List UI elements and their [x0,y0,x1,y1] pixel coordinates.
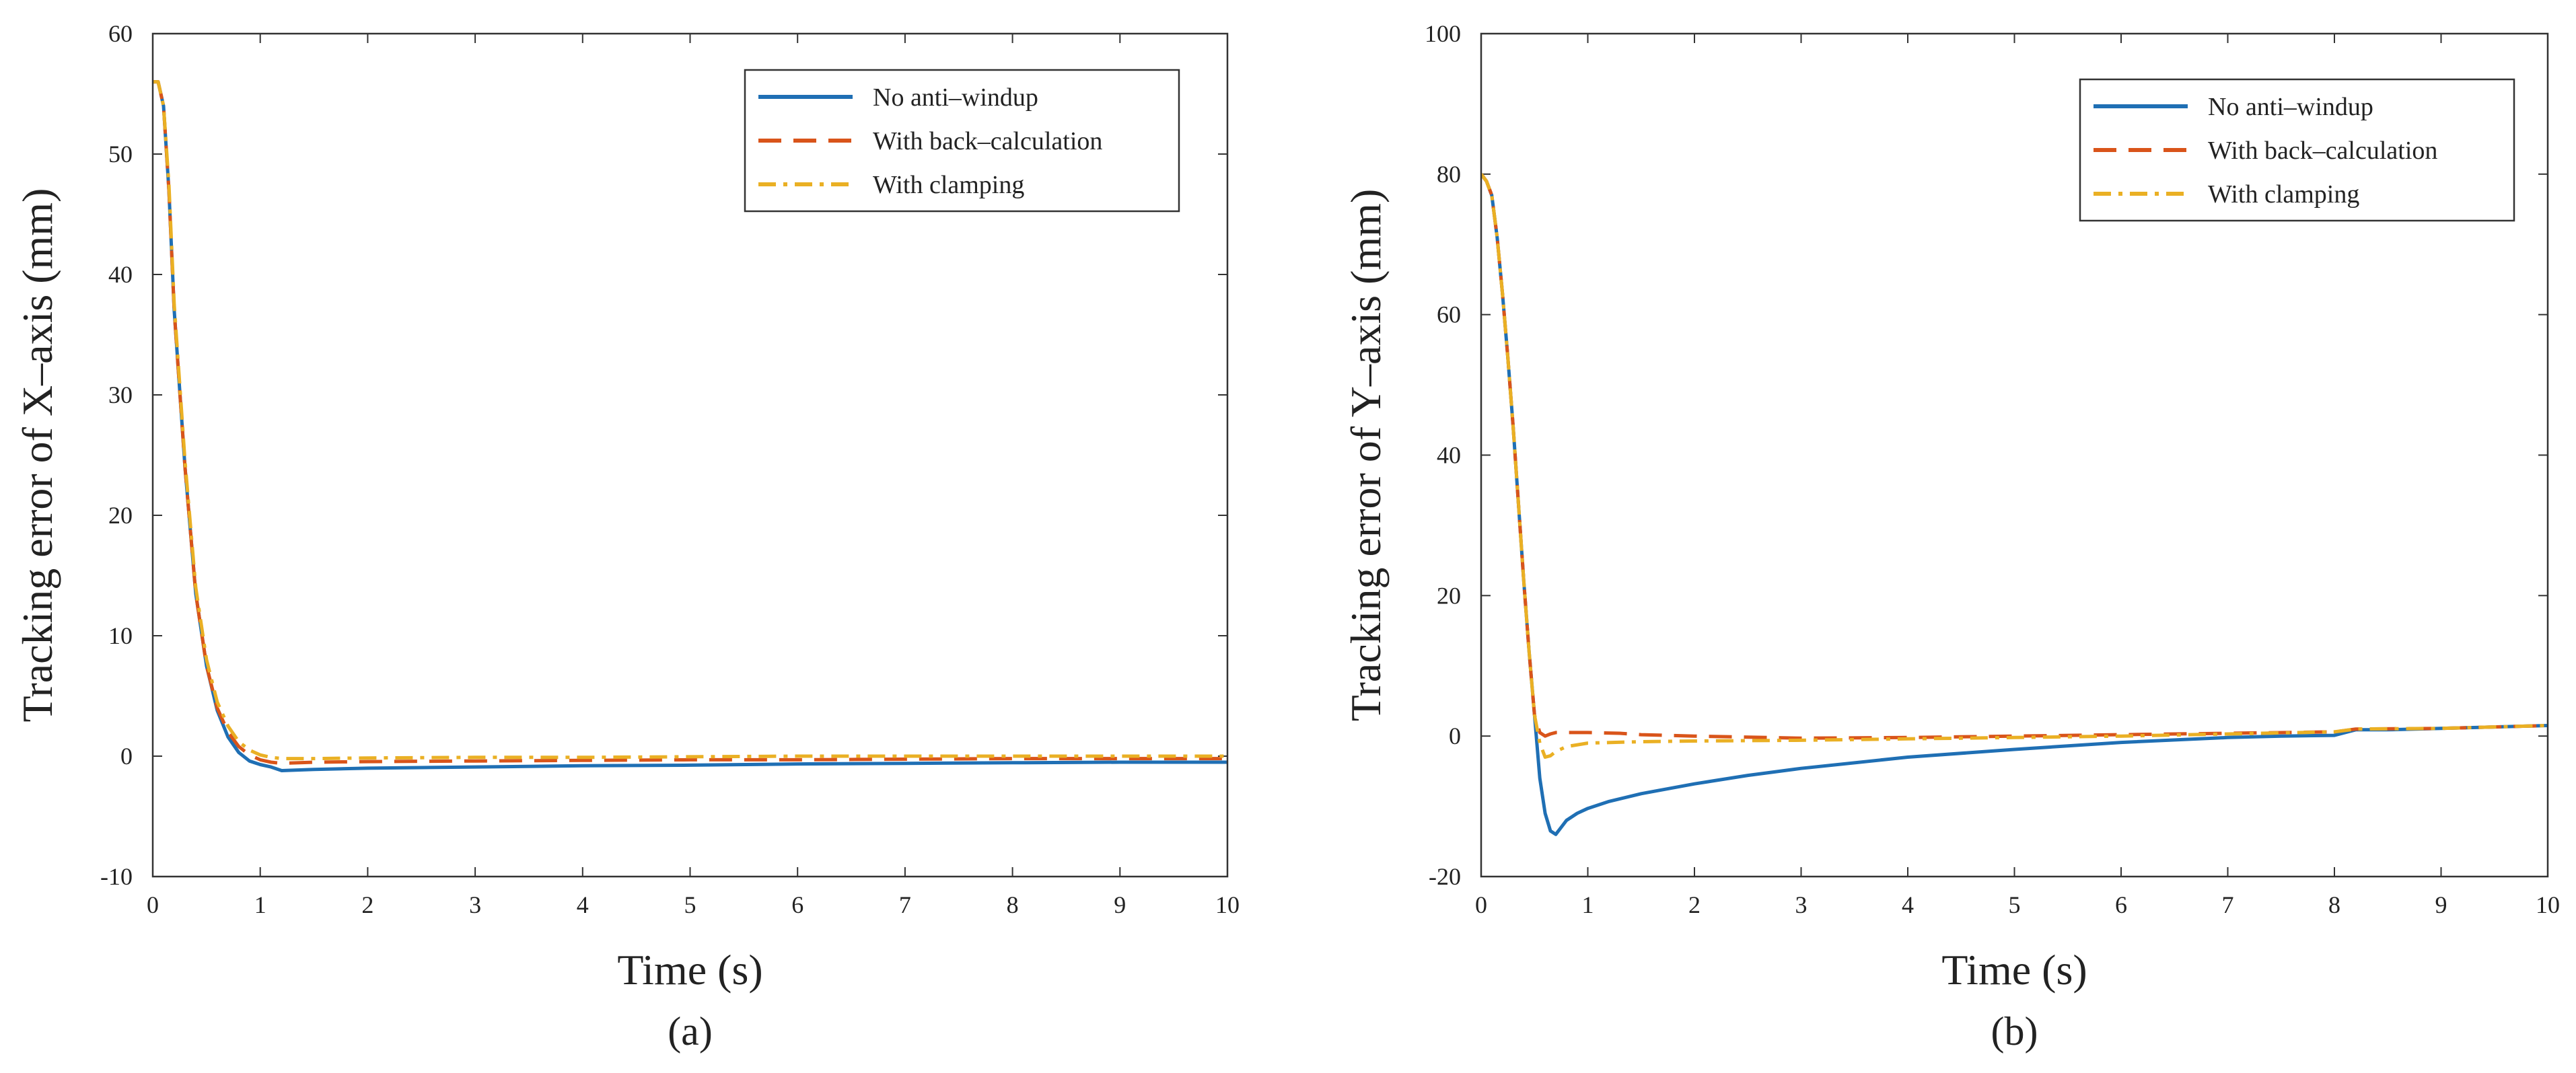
series-line-3 [1481,173,2548,759]
y-tick-label: 80 [1437,161,1461,188]
x-tick-label: 0 [147,891,159,918]
x-tick-label: 5 [2009,891,2021,918]
legend-entry-2: With back–calculation [2208,137,2437,165]
chart-panel-b: 0 1 2 3 4 5 6 7 8 9 10 -20 0 20 40 60 80 100 Time (s) Track… [1342,20,2560,1053]
x-tick-label: 3 [1795,891,1808,918]
legend: No anti–windup With back–calculation With … [2079,78,2515,222]
x-axis-label: Time (s) [617,946,762,994]
x-tick-label: 1 [254,891,266,918]
axes-box [151,32,1229,878]
x-tick-label: 2 [1688,891,1701,918]
y-tick-label: -10 [100,863,133,890]
legend: No anti–windup With back–calculation With … [744,69,1180,213]
panel-label: (a) [668,1009,713,1053]
y-tick-label: -20 [1429,863,1461,890]
x-tick-label: 4 [577,891,589,918]
y-axis-label: Tracking error of X–axis (mm) [13,188,61,723]
x-tick-label: 1 [1582,891,1594,918]
y-tick-label: 60 [1437,301,1461,328]
panel-label: (b) [1991,1009,2038,1053]
legend-box [744,69,1180,213]
y-tick-label: 20 [1437,582,1461,609]
series-line-2 [153,80,1227,766]
legend-entry-1: No anti–windup [873,83,1038,112]
series-line-3 [153,80,1227,761]
axes-box [1480,32,2549,878]
y-tick-label: 40 [108,261,133,288]
x-tick-label: 9 [2435,891,2447,918]
y-tick-label: 40 [1437,442,1461,469]
y-tick-label: 10 [108,622,133,649]
x-tick-label: 10 [1215,891,1240,918]
legend-entry-2: With back–calculation [873,127,1102,155]
x-tick-label: 4 [1902,891,1914,918]
x-tick-label: 8 [2328,891,2340,918]
x-tick-label: 0 [1475,891,1487,918]
x-tick-label: 10 [2536,891,2560,918]
x-tick-label: 6 [791,891,803,918]
x-tick-label: 8 [1007,891,1019,918]
y-tick-label: 60 [108,20,133,47]
legend-entry-3: With clamping [873,171,1024,199]
series-line-2 [1481,173,2548,740]
x-tick-label: 7 [2222,891,2234,918]
x-tick-label: 6 [2115,891,2127,918]
legend-box [2079,78,2515,222]
x-tick-label: 2 [361,891,373,918]
y-axis-label: Tracking error of Y–axis (mm) [1342,189,1390,722]
legend-entry-3: With clamping [2208,180,2359,209]
y-tick-label: 30 [108,381,133,408]
legend-entry-1: No anti–windup [2208,93,2373,121]
x-axis-label: Time (s) [1941,946,2087,994]
y-tick-label: 20 [108,502,133,529]
y-tick-label: 100 [1425,20,1461,47]
x-tick-label: 9 [1114,891,1126,918]
y-tick-label: 0 [120,743,133,770]
y-tick-label: 50 [108,141,133,168]
y-tick-label: 0 [1449,723,1461,749]
x-tick-label: 3 [469,891,481,918]
x-tick-label: 5 [684,891,696,918]
x-tick-label: 7 [899,891,911,918]
chart-panel-a: 0 1 2 3 4 5 6 7 8 9 10 -10 0 10 20 30 40 50 60 Time (s) Trac… [13,20,1240,1053]
